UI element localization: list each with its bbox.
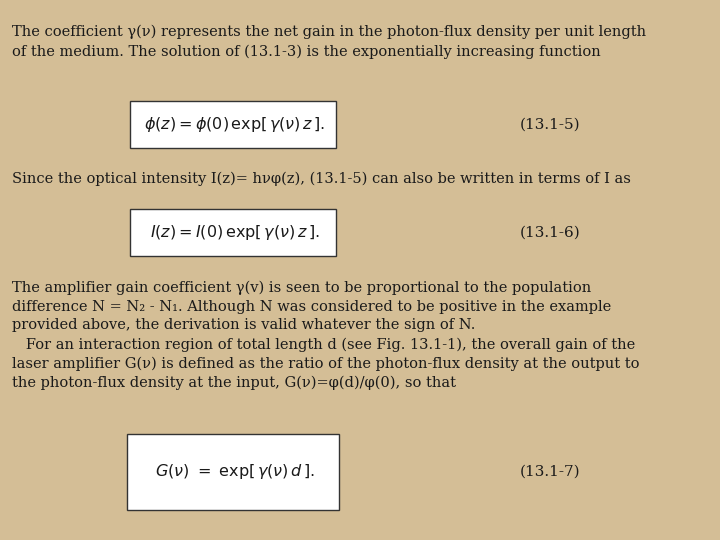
Text: $\phi(z) = \phi(0)\,\mathrm{exp}[\,\gamma(\nu)\,z\,].$: $\phi(z) = \phi(0)\,\mathrm{exp}[\,\gamm… <box>144 115 325 134</box>
FancyBboxPatch shape <box>127 434 339 510</box>
Text: The coefficient γ(ν) represents the net gain in the photon-flux density per unit: The coefficient γ(ν) represents the net … <box>12 25 647 59</box>
Text: (13.1-6): (13.1-6) <box>519 225 580 239</box>
FancyBboxPatch shape <box>130 208 336 256</box>
Text: $G(\nu) \ = \ \mathrm{exp}[\,\gamma(\nu)\,d\,].$: $G(\nu) \ = \ \mathrm{exp}[\,\gamma(\nu)… <box>155 462 315 482</box>
Text: (13.1-7): (13.1-7) <box>519 465 580 479</box>
FancyBboxPatch shape <box>130 101 336 148</box>
Text: The amplifier gain coefficient γ(v) is seen to be proportional to the population: The amplifier gain coefficient γ(v) is s… <box>12 281 639 390</box>
Text: $I(z) = I(0)\,\mathrm{exp}[\,\gamma(\nu)\,z\,].$: $I(z) = I(0)\,\mathrm{exp}[\,\gamma(\nu)… <box>150 223 320 242</box>
Text: Since the optical intensity I(z)= hνφ(z), (13.1-5) can also be written in terms : Since the optical intensity I(z)= hνφ(z)… <box>12 172 631 186</box>
Text: (13.1-5): (13.1-5) <box>519 118 580 132</box>
